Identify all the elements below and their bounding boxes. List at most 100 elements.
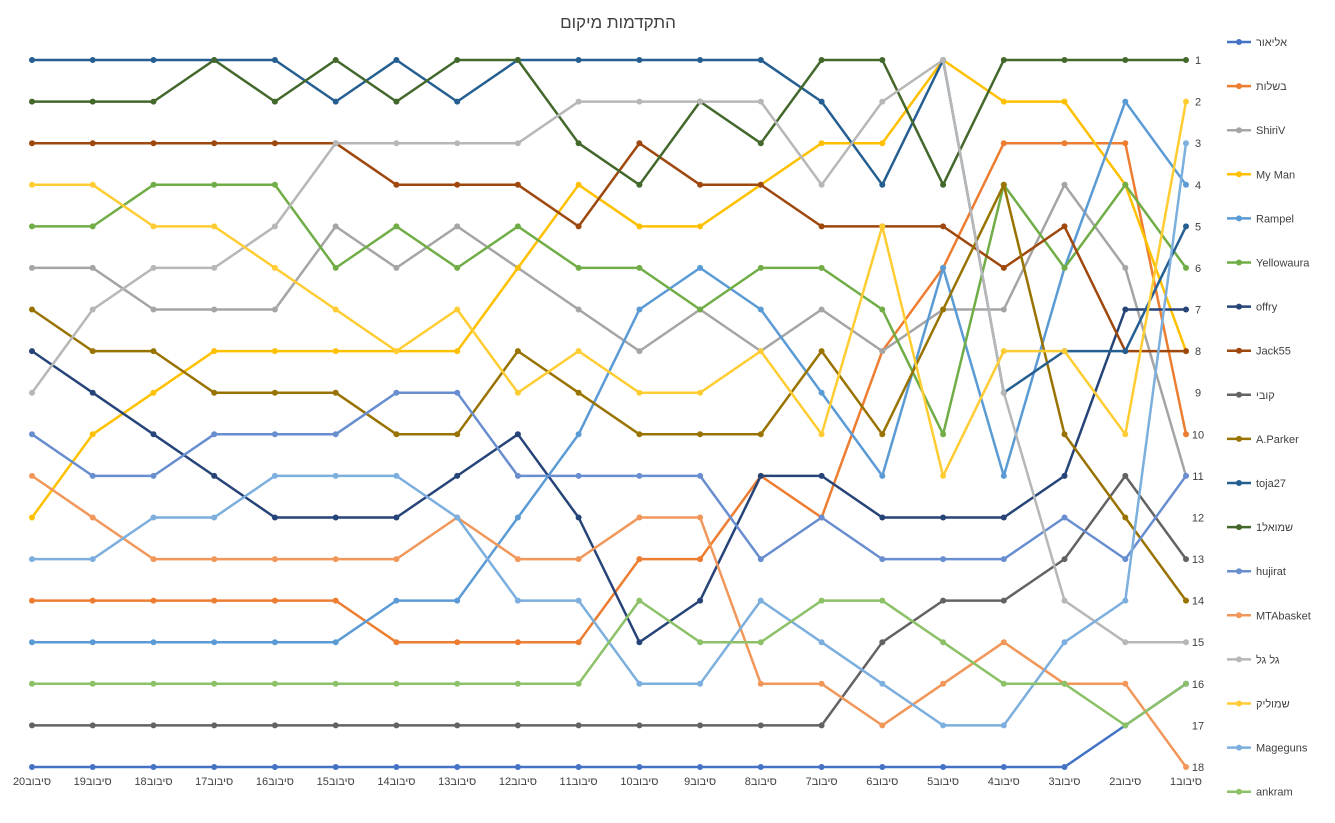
data-point — [89, 181, 96, 188]
series-line-17 — [30, 599, 1188, 727]
legend-label: שמוליק — [1256, 698, 1290, 711]
data-point — [211, 764, 218, 770]
data-point — [697, 431, 704, 438]
data-point — [454, 389, 461, 396]
data-point — [29, 597, 35, 604]
data-point — [514, 722, 521, 729]
data-point — [1122, 57, 1129, 63]
data-point — [211, 181, 218, 188]
data-point — [150, 140, 157, 147]
x-tick-label: סיבוב13 — [438, 776, 476, 788]
data-point — [271, 514, 278, 521]
legend-marker — [1236, 612, 1242, 619]
data-point — [818, 389, 825, 396]
data-point — [1183, 223, 1189, 230]
x-tick-label: סיבוב16 — [256, 776, 294, 788]
data-point — [879, 680, 886, 687]
data-point — [89, 98, 96, 105]
data-point — [757, 639, 764, 646]
data-point — [514, 389, 521, 396]
data-point — [1000, 764, 1007, 770]
data-point — [211, 306, 218, 313]
series-line-12 — [30, 391, 1188, 561]
data-point — [1122, 472, 1129, 479]
series-line-3 — [30, 58, 1188, 519]
data-point — [89, 764, 96, 770]
y-tick-label: 13 — [1192, 554, 1204, 566]
data-point — [1183, 639, 1189, 646]
data-point — [757, 472, 764, 479]
legend-label: גל גל — [1256, 653, 1280, 666]
data-point — [636, 556, 643, 563]
y-tick-label: 4 — [1195, 180, 1201, 192]
data-point — [150, 680, 157, 687]
data-point — [332, 431, 339, 438]
data-point — [1000, 140, 1007, 147]
data-point — [89, 597, 96, 604]
series-line-7 — [30, 141, 1188, 353]
data-point — [514, 223, 521, 230]
data-point — [1183, 348, 1189, 355]
data-point — [757, 264, 764, 271]
x-tick-label: סיבוב11 — [560, 776, 598, 788]
data-point — [697, 223, 704, 230]
data-point — [1122, 140, 1129, 147]
legend-marker — [1236, 303, 1242, 310]
x-tick-label: סיבוב12 — [499, 776, 537, 788]
data-point — [1061, 57, 1068, 63]
legend-marker — [1236, 39, 1242, 45]
series-line-1 — [30, 141, 1188, 644]
data-point — [697, 57, 704, 63]
legend-label: Yellowaura — [1256, 258, 1310, 270]
data-point — [29, 472, 35, 479]
legend-marker — [1236, 83, 1242, 90]
data-point — [393, 722, 400, 729]
data-point — [89, 722, 96, 729]
data-point — [89, 514, 96, 521]
data-point — [271, 57, 278, 63]
data-point — [271, 556, 278, 563]
y-tick-label: 3 — [1195, 138, 1201, 150]
data-point — [89, 431, 96, 438]
data-point — [575, 98, 582, 105]
legend-marker — [1236, 524, 1242, 531]
y-tick-label: 15 — [1192, 637, 1204, 649]
data-point — [211, 722, 218, 729]
x-tick-label: סיבוב2 — [1109, 776, 1141, 788]
data-point — [1061, 472, 1068, 479]
data-point — [879, 472, 886, 479]
y-tick-label: 10 — [1192, 429, 1204, 441]
data-point — [636, 140, 643, 147]
data-point — [818, 680, 825, 687]
data-point — [454, 764, 461, 770]
data-point — [757, 181, 764, 188]
data-point — [636, 680, 643, 687]
data-point — [1000, 680, 1007, 687]
data-point — [575, 680, 582, 687]
data-point — [1000, 514, 1007, 521]
data-point — [150, 306, 157, 313]
legend-marker — [1236, 347, 1242, 354]
data-point — [818, 597, 825, 604]
series-line-0 — [30, 682, 1188, 769]
data-point — [29, 431, 35, 438]
data-point — [271, 181, 278, 188]
data-point — [636, 223, 643, 230]
data-point — [332, 264, 339, 271]
data-point — [1061, 223, 1068, 230]
data-point — [29, 722, 35, 729]
data-point — [332, 764, 339, 770]
data-point — [89, 472, 96, 479]
data-point — [940, 764, 947, 770]
data-point — [393, 348, 400, 355]
data-point — [940, 431, 947, 438]
data-point — [818, 264, 825, 271]
data-point — [89, 57, 96, 63]
data-point — [29, 306, 35, 313]
data-point — [636, 98, 643, 105]
data-point — [818, 514, 825, 521]
legend-label: Mageguns — [1256, 743, 1308, 755]
data-point — [332, 556, 339, 563]
data-point — [879, 181, 886, 188]
legend-marker — [1236, 744, 1242, 751]
